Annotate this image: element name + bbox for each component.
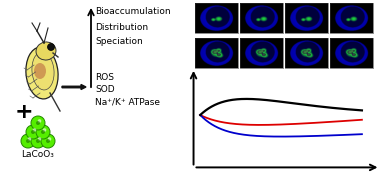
Text: Speciation: Speciation: [95, 37, 143, 46]
Circle shape: [36, 125, 50, 139]
Ellipse shape: [36, 42, 56, 60]
FancyArrow shape: [62, 85, 86, 89]
Circle shape: [48, 44, 54, 51]
Text: LaCoO₃: LaCoO₃: [22, 150, 54, 159]
Circle shape: [46, 139, 50, 143]
Circle shape: [31, 130, 35, 134]
Circle shape: [26, 139, 30, 143]
Text: +: +: [15, 102, 33, 122]
Ellipse shape: [34, 63, 46, 79]
Circle shape: [36, 139, 40, 143]
Ellipse shape: [26, 47, 58, 99]
Circle shape: [31, 116, 45, 130]
Text: Na⁺/K⁺ ATPase: Na⁺/K⁺ ATPase: [95, 97, 160, 107]
Circle shape: [38, 137, 41, 141]
Circle shape: [48, 137, 51, 141]
Circle shape: [26, 125, 40, 139]
Text: ROS: ROS: [95, 72, 114, 82]
Text: Bioaccumulation: Bioaccumulation: [95, 8, 170, 16]
Circle shape: [43, 128, 46, 132]
Circle shape: [36, 121, 40, 125]
Circle shape: [21, 134, 35, 148]
Ellipse shape: [32, 52, 54, 90]
Circle shape: [41, 130, 45, 134]
Circle shape: [41, 134, 55, 148]
Circle shape: [33, 128, 36, 132]
Circle shape: [31, 134, 45, 148]
Text: SOD: SOD: [95, 85, 115, 93]
Text: Distribution: Distribution: [95, 23, 148, 32]
Circle shape: [38, 119, 41, 123]
Circle shape: [28, 137, 31, 141]
